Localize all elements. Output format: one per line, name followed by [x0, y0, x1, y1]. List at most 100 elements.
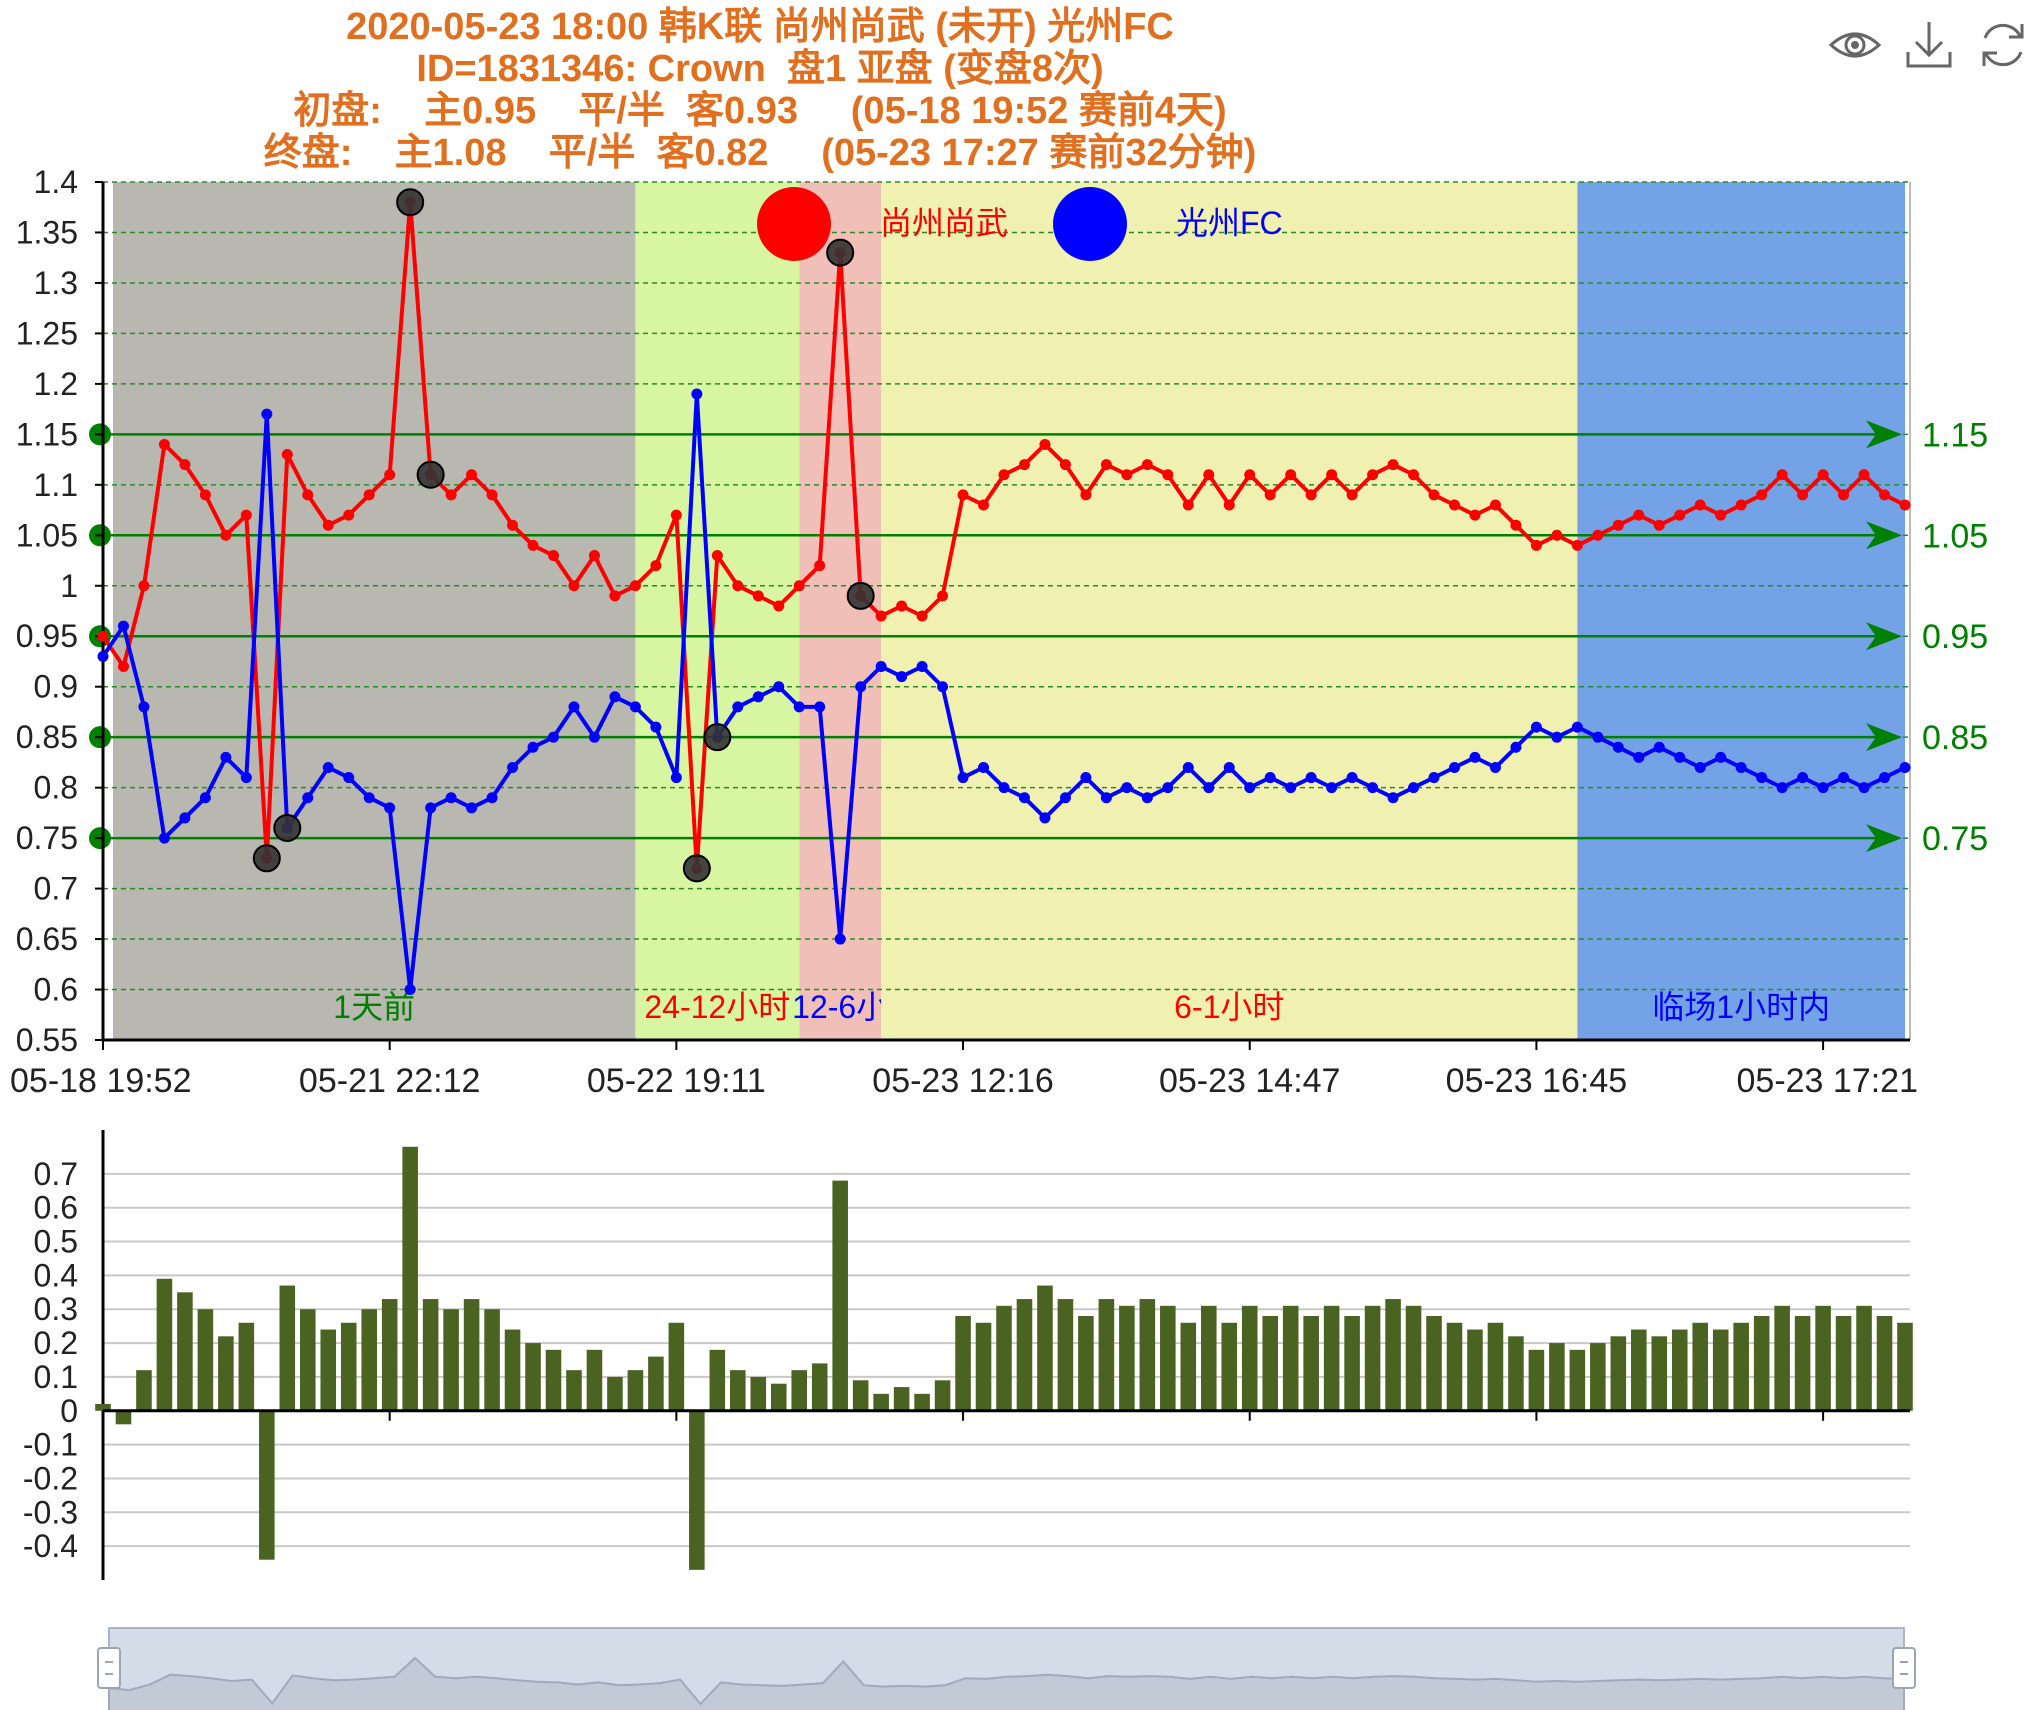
download-icon[interactable]: [1902, 18, 1956, 72]
x-tick-label: 05-23 17:21: [1737, 1062, 1919, 1100]
data-point: [1162, 469, 1174, 481]
data-point: [1223, 499, 1235, 511]
data-point: [1551, 529, 1563, 541]
time-band-label: 24-12小时: [644, 989, 790, 1025]
y-tick-label: 1: [60, 568, 78, 604]
data-point: [1018, 792, 1030, 804]
data-point: [1449, 761, 1460, 773]
data-point: [322, 761, 334, 773]
data-point: [957, 772, 969, 784]
data-point: [1715, 751, 1727, 763]
diff-bar: [1282, 1305, 1299, 1411]
data-point: [97, 630, 109, 642]
legend-home-marker[interactable]: [757, 187, 831, 261]
bar-y-tick-label: -0.2: [23, 1460, 78, 1496]
data-zoom-slider[interactable]: [97, 1627, 1916, 1710]
data-point: [834, 933, 846, 945]
highlight-points: [252, 188, 875, 883]
diff-bar: [463, 1299, 480, 1411]
diff-bar: [709, 1349, 726, 1411]
data-point: [117, 620, 129, 632]
diff-bar: [586, 1349, 603, 1411]
data-point: [1203, 469, 1215, 481]
highlight-point: [396, 188, 425, 217]
data-point: [1080, 772, 1092, 784]
x-tick-label: 05-23 14:47: [1159, 1062, 1341, 1100]
highlight-point: [252, 844, 281, 873]
data-point: [466, 802, 478, 814]
data-point: [1305, 489, 1317, 501]
data-point: [793, 580, 805, 592]
data-point: [1756, 772, 1768, 784]
data-point: [814, 560, 826, 572]
data-point: [302, 489, 314, 501]
data-point: [773, 600, 785, 612]
legend-away-marker[interactable]: [1053, 187, 1127, 261]
data-point: [1612, 519, 1624, 531]
data-point: [1715, 509, 1727, 521]
data-point: [1367, 469, 1379, 481]
y-tick-label: 1.35: [16, 214, 78, 250]
legend-home-label[interactable]: 尚州尚武: [880, 205, 1008, 241]
zoom-handle-left[interactable]: [97, 1647, 121, 1689]
data-point: [629, 580, 641, 592]
legend[interactable]: 尚州尚武 光州FC: [757, 187, 1283, 261]
data-point: [1612, 741, 1624, 753]
data-point: [1879, 489, 1891, 501]
diff-bar: [811, 1363, 828, 1411]
legend-away-label[interactable]: 光州FC: [1176, 205, 1283, 241]
data-point: [1530, 721, 1542, 733]
eye-icon[interactable]: [1828, 18, 1882, 72]
y-tick-label: 1.05: [16, 517, 78, 553]
diff-bar: [361, 1309, 377, 1411]
data-point: [1100, 792, 1112, 804]
diff-bar: [484, 1309, 500, 1411]
data-point: [629, 701, 641, 713]
data-point: [937, 681, 949, 693]
y-tick-label: 0.8: [34, 770, 78, 806]
highlight-point: [703, 723, 732, 752]
y-tick-label: 0.9: [34, 669, 78, 705]
highlight-point: [826, 238, 855, 267]
diff-bar: [1631, 1329, 1647, 1411]
diff-bar: [770, 1383, 787, 1411]
data-point: [199, 489, 211, 501]
diff-bar: [320, 1329, 337, 1411]
bar-y-tick-label: 0: [60, 1393, 78, 1429]
time-band: [635, 182, 800, 1040]
data-point: [179, 459, 191, 471]
bar-y-tick-label: -0.4: [23, 1528, 78, 1564]
data-point: [1653, 741, 1665, 753]
diff-bars: 0.70.60.50.40.30.20.10-0.1-0.2-0.3-0.4: [23, 1130, 1913, 1580]
y-tick-label: 1.3: [34, 265, 78, 301]
data-point: [1223, 761, 1235, 773]
data-point: [1305, 772, 1317, 784]
data-point: [916, 610, 928, 622]
diff-bar: [402, 1146, 418, 1411]
refresh-icon[interactable]: [1976, 18, 2030, 72]
data-point: [1162, 782, 1174, 794]
diff-bar: [279, 1285, 296, 1411]
diff-bar: [299, 1309, 316, 1411]
y-tick-label: 0.65: [16, 921, 78, 957]
bar-y-tick-label: 0.3: [34, 1291, 78, 1327]
data-point: [670, 509, 682, 521]
data-point: [158, 438, 170, 450]
time-band: [881, 182, 1578, 1040]
bar-y-tick-label: 0.5: [34, 1224, 78, 1260]
diff-bar: [1200, 1305, 1217, 1411]
data-point: [1530, 539, 1542, 551]
diff-bar: [381, 1299, 398, 1411]
diff-bar: [1139, 1299, 1156, 1411]
diff-bar: [791, 1370, 808, 1411]
data-point: [752, 691, 764, 703]
diff-bar: [340, 1322, 357, 1411]
diff-bar: [1651, 1336, 1668, 1411]
data-point: [1756, 489, 1768, 501]
data-point: [1408, 782, 1420, 794]
zoom-handle-right[interactable]: [1892, 1647, 1916, 1689]
data-point: [199, 792, 211, 804]
title-line-4: 终盘: 主1.08 平/半 客0.82 (05-23 17:27 赛前32分钟): [263, 132, 1257, 174]
data-point: [1838, 489, 1850, 501]
